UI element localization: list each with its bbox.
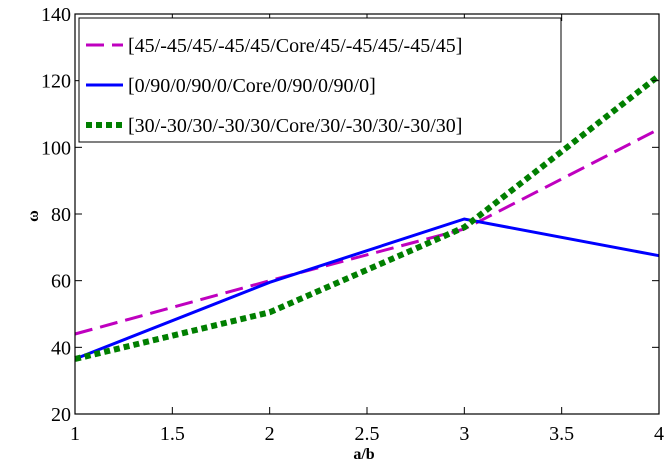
x-tick-label: 2 <box>265 423 275 445</box>
legend-label-2: [0/90/0/90/0/Core/0/90/0/90/0] <box>128 75 376 97</box>
legend-label-3: [30/-30/30/-30/30/Core/30/-30/30/-30/30] <box>128 115 462 137</box>
legend-label-1: [45/-45/45/-45/45/Core/45/-45/45/-45/45] <box>128 35 462 57</box>
x-tick-label: 3 <box>459 423 469 445</box>
x-tick-label: 1.5 <box>160 423 185 445</box>
plot-area <box>74 73 661 362</box>
series-line-1 <box>74 127 660 336</box>
axes: 1 1.5 2 2.5 3 3.5 4 20 40 60 80 100 120 140 <box>41 4 664 445</box>
y-tick-label: 80 <box>51 204 71 226</box>
x-tick-label: 2.5 <box>355 423 380 445</box>
series-line-2 <box>74 217 660 361</box>
x-axis-label: a/b <box>353 446 374 461</box>
y-axis-label: ω <box>25 210 42 222</box>
y-tick-label: 20 <box>51 404 71 426</box>
y-tick-label: 40 <box>51 337 71 359</box>
legend: [45/-45/45/-45/45/Core/45/-45/45/-45/45]… <box>78 17 562 143</box>
legend-box <box>78 17 562 143</box>
series-line-3 <box>74 73 661 362</box>
x-tick-label: 1 <box>70 423 80 445</box>
y-tick-label: 140 <box>41 4 71 26</box>
y-tick-label: 100 <box>41 137 71 159</box>
y-tick-label: 120 <box>41 71 71 93</box>
y-tick-label: 60 <box>51 271 71 293</box>
x-tick-label: 3.5 <box>549 423 574 445</box>
x-tick-label: 4 <box>654 423 664 445</box>
